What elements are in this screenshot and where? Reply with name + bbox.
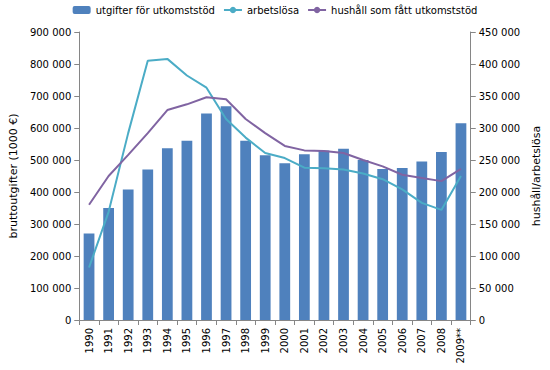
svg-text:50 000: 50 000 (479, 283, 514, 294)
svg-text:2002: 2002 (318, 328, 329, 353)
svg-text:0: 0 (479, 315, 485, 326)
svg-text:800 000: 800 000 (30, 59, 71, 70)
svg-text:utgifter för utkomststöd: utgifter för utkomststöd (96, 5, 215, 16)
svg-text:2009**: 2009** (455, 328, 466, 363)
svg-text:1998: 1998 (240, 328, 251, 353)
svg-text:200 000: 200 000 (479, 187, 520, 198)
svg-text:1992: 1992 (123, 328, 134, 353)
svg-text:2003: 2003 (338, 328, 349, 353)
svg-text:150 000: 150 000 (479, 219, 520, 230)
svg-text:350 000: 350 000 (479, 91, 520, 102)
svg-text:2007: 2007 (416, 328, 427, 353)
svg-text:arbetslösa: arbetslösa (247, 5, 299, 16)
svg-text:700 000: 700 000 (30, 91, 71, 102)
svg-text:250 000: 250 000 (479, 155, 520, 166)
svg-text:1991: 1991 (103, 328, 114, 353)
svg-text:400 000: 400 000 (479, 59, 520, 70)
svg-text:300 000: 300 000 (479, 123, 520, 134)
svg-text:1990: 1990 (84, 328, 95, 353)
svg-text:2004: 2004 (358, 328, 369, 353)
svg-text:0: 0 (65, 315, 71, 326)
svg-text:2008: 2008 (436, 328, 447, 353)
svg-text:500 000: 500 000 (30, 155, 71, 166)
svg-text:100 000: 100 000 (479, 251, 520, 262)
svg-text:450 000: 450 000 (479, 27, 520, 38)
svg-text:hushåll/arbetslösa: hushåll/arbetslösa (530, 126, 543, 227)
svg-text:2006: 2006 (397, 328, 408, 353)
svg-text:2000: 2000 (279, 328, 290, 353)
svg-text:200 000: 200 000 (30, 251, 71, 262)
svg-text:1995: 1995 (181, 328, 192, 353)
svg-text:100 000: 100 000 (30, 283, 71, 294)
svg-text:bruttoutgifter (1000 €): bruttoutgifter (1000 €) (7, 113, 20, 238)
svg-text:900 000: 900 000 (30, 27, 71, 38)
svg-text:400 000: 400 000 (30, 187, 71, 198)
svg-text:1994: 1994 (162, 328, 173, 353)
svg-text:1999: 1999 (260, 328, 271, 353)
svg-text:300 000: 300 000 (30, 219, 71, 230)
svg-text:2005: 2005 (377, 328, 388, 353)
svg-text:1997: 1997 (221, 328, 232, 353)
svg-text:1996: 1996 (201, 328, 212, 353)
svg-text:600 000: 600 000 (30, 123, 71, 134)
svg-text:1993: 1993 (142, 328, 153, 353)
svg-text:hushåll som fått utkomststöd: hushåll som fått utkomststöd (331, 4, 477, 16)
svg-text:2001: 2001 (299, 328, 310, 353)
